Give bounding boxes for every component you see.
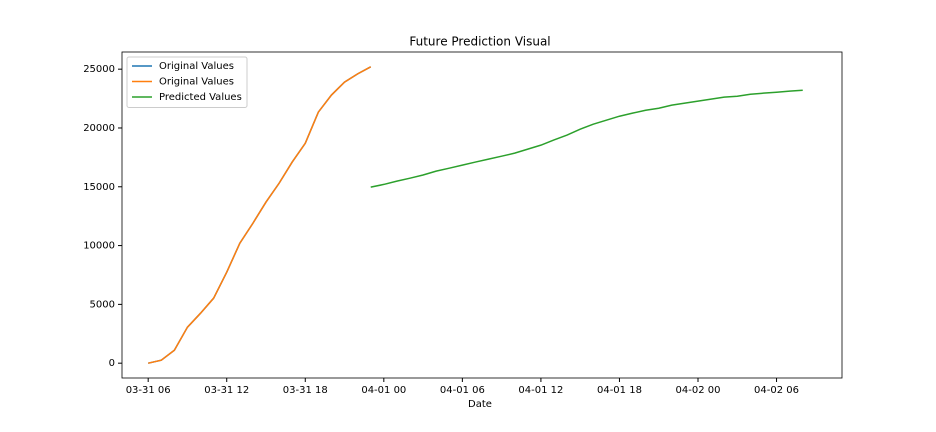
y-tick-label: 5000	[90, 299, 115, 310]
data-line	[148, 66, 372, 364]
x-tick-label: 04-02 06	[754, 385, 799, 396]
legend-label: Original Values	[159, 77, 234, 88]
data-line	[148, 66, 372, 364]
y-tick-label: 20000	[83, 123, 115, 134]
x-axis-label: Date	[468, 399, 492, 410]
x-tick-label: 04-01 00	[361, 385, 406, 396]
plot-frame	[121, 51, 843, 379]
chart-title: Future Prediction Visual	[409, 35, 550, 49]
x-tick-label: 04-01 06	[440, 385, 485, 396]
x-tick-label: 03-31 06	[126, 385, 171, 396]
x-tick-label: 03-31 12	[204, 385, 249, 396]
legend-label: Predicted Values	[159, 92, 242, 103]
x-tick-label: 04-01 18	[597, 385, 642, 396]
y-tick-label: 10000	[83, 241, 115, 252]
data-line	[370, 89, 803, 188]
y-tick-label: 25000	[83, 64, 115, 75]
y-tick-label: 15000	[83, 182, 115, 193]
y-tick-label: 0	[109, 358, 115, 369]
x-tick-label: 04-02 00	[676, 385, 721, 396]
x-tick-label: 04-01 12	[518, 385, 563, 396]
legend-box	[126, 56, 248, 108]
legend-label: Original Values	[159, 61, 234, 72]
x-tick-label: 03-31 18	[283, 385, 328, 396]
